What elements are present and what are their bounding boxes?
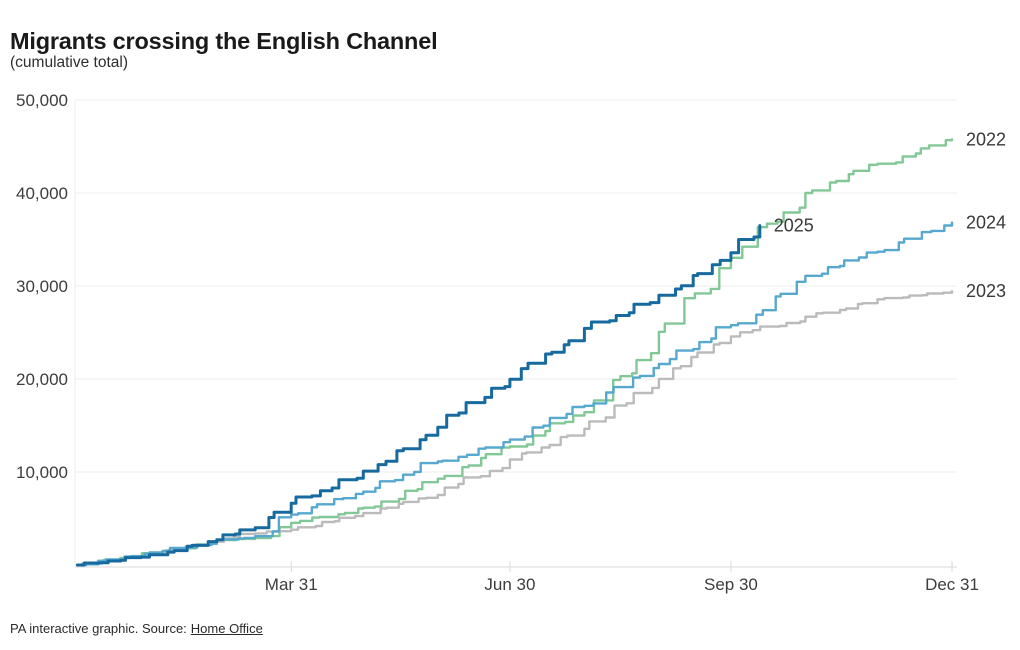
y-axis-label: 10,000 xyxy=(16,463,68,482)
series-label-2024: 2024 xyxy=(966,213,1006,233)
x-axis-label: Mar 31 xyxy=(265,575,318,594)
y-axis-label: 50,000 xyxy=(16,91,68,110)
series-label-2023: 2023 xyxy=(966,281,1006,301)
series-label-2022: 2022 xyxy=(966,129,1006,149)
series-line-2025 xyxy=(75,224,762,567)
series-line-2023 xyxy=(76,290,954,567)
chart-footer: PA interactive graphic. Source: Home Offi… xyxy=(10,621,263,636)
x-axis-label: Sep 30 xyxy=(704,575,758,594)
y-axis-label: 40,000 xyxy=(16,184,68,203)
series-line-2024 xyxy=(76,221,954,567)
series-label-2025: 2025 xyxy=(774,216,814,236)
y-axis-label: 30,000 xyxy=(16,277,68,296)
series-line-2022 xyxy=(76,138,954,567)
chart-subtitle: (cumulative total) xyxy=(10,54,129,71)
x-axis-label: Dec 31 xyxy=(925,575,979,594)
footer-credit: PA interactive graphic. Source: xyxy=(10,621,187,636)
y-axis-label: 20,000 xyxy=(16,370,68,389)
source-link[interactable]: Home Office xyxy=(190,621,263,636)
x-axis-label: Jun 30 xyxy=(484,575,535,594)
chart-title: Migrants crossing the English Channel xyxy=(10,27,438,54)
